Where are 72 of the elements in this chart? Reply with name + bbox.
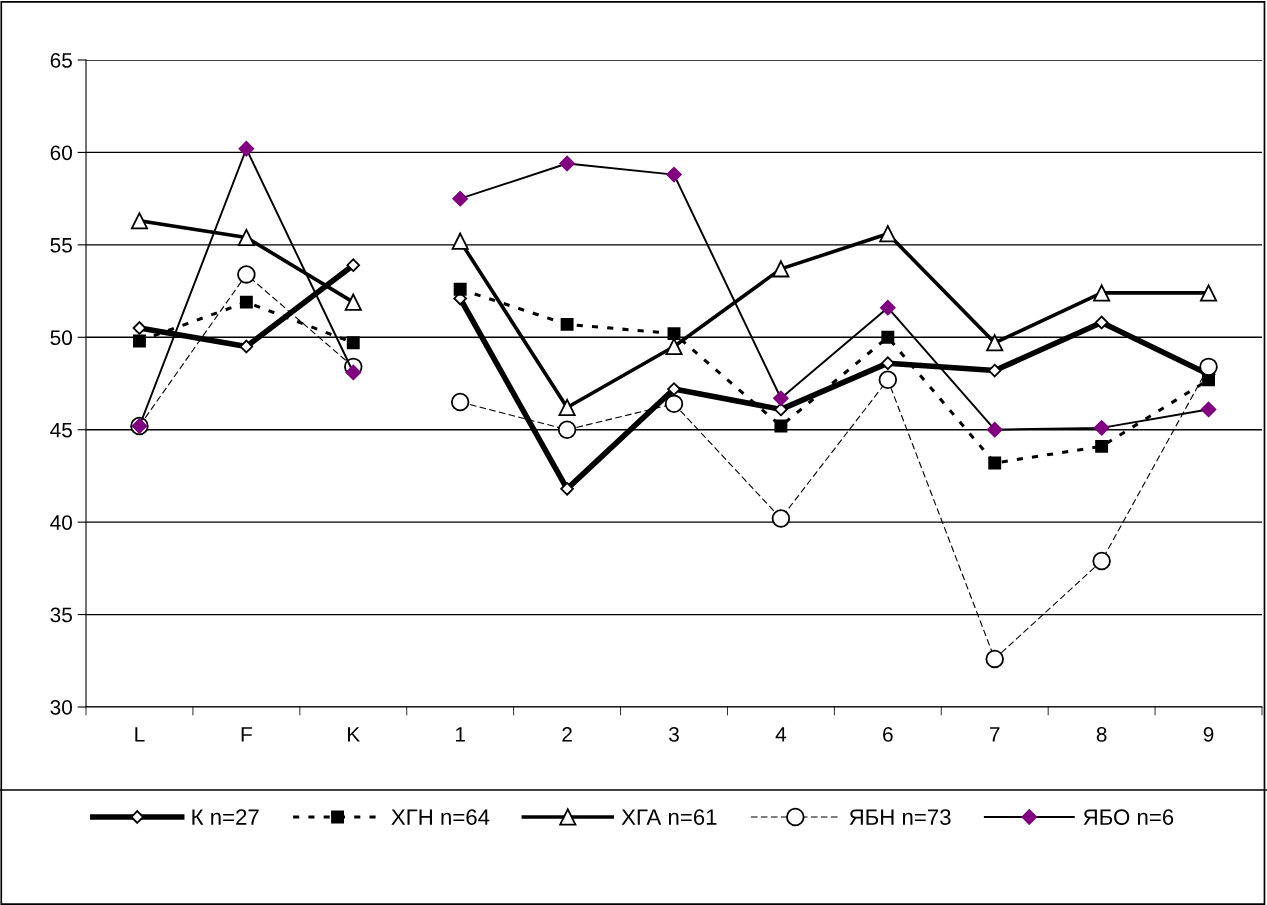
point bbox=[666, 166, 682, 183]
legend-label: ЯБН n=73 bbox=[849, 809, 951, 825]
point bbox=[1200, 401, 1217, 418]
point bbox=[881, 356, 895, 370]
point bbox=[558, 398, 576, 417]
x-tick-label: K bbox=[348, 727, 360, 742]
y-tick-label: 30 bbox=[50, 700, 72, 715]
point bbox=[773, 390, 789, 407]
legend-label: ЯБО n=6 bbox=[1083, 809, 1174, 825]
x-tick-label: 8 bbox=[1096, 726, 1107, 742]
point bbox=[1093, 420, 1110, 436]
y-tick-label: 55 bbox=[50, 238, 72, 253]
point bbox=[771, 509, 791, 528]
point bbox=[774, 402, 788, 417]
y-tick-label: 45 bbox=[50, 422, 72, 438]
point bbox=[345, 364, 362, 381]
x-tick-label: F bbox=[241, 727, 252, 742]
point bbox=[879, 225, 897, 243]
point bbox=[239, 295, 253, 309]
x-tick-label: 6 bbox=[883, 726, 893, 742]
point bbox=[881, 330, 895, 344]
point bbox=[560, 317, 574, 331]
point bbox=[878, 370, 898, 390]
point bbox=[880, 299, 896, 316]
point bbox=[450, 392, 470, 412]
point bbox=[1094, 315, 1109, 330]
x-tick-label: 7 bbox=[990, 727, 1000, 742]
point bbox=[237, 228, 255, 247]
point bbox=[1093, 284, 1111, 302]
point bbox=[559, 155, 575, 172]
point bbox=[453, 282, 467, 296]
point bbox=[664, 394, 684, 414]
point bbox=[451, 232, 469, 250]
point bbox=[1200, 284, 1218, 302]
point bbox=[987, 363, 1002, 378]
point bbox=[346, 258, 361, 272]
point bbox=[344, 293, 362, 311]
point bbox=[238, 140, 255, 157]
point bbox=[1095, 439, 1109, 453]
legend-label: К n=27 bbox=[192, 809, 259, 825]
point bbox=[239, 339, 254, 354]
point bbox=[988, 456, 1002, 470]
point bbox=[130, 212, 148, 230]
point bbox=[237, 265, 256, 284]
point bbox=[1199, 357, 1218, 377]
x-tick-label: 9 bbox=[1203, 726, 1214, 742]
point bbox=[560, 482, 574, 496]
point bbox=[985, 649, 1004, 669]
point bbox=[986, 421, 1003, 438]
x-tick-label: L bbox=[135, 727, 145, 742]
x-tick-label: 2 bbox=[562, 726, 572, 742]
y-tick-label: 50 bbox=[50, 330, 72, 346]
point bbox=[132, 321, 147, 335]
point bbox=[986, 334, 1004, 352]
point bbox=[452, 190, 468, 207]
x-tick-label: 3 bbox=[669, 726, 679, 742]
legend-label: ХГН n=64 bbox=[391, 809, 490, 825]
point bbox=[1092, 551, 1111, 571]
point bbox=[667, 327, 681, 341]
point bbox=[772, 260, 790, 278]
point bbox=[774, 419, 788, 433]
legend-label: ХГА n=61 bbox=[621, 809, 717, 825]
point bbox=[346, 336, 360, 350]
y-tick-label: 35 bbox=[50, 607, 72, 623]
point bbox=[557, 420, 577, 439]
x-tick-label: 4 bbox=[775, 727, 787, 742]
point bbox=[132, 334, 146, 348]
y-tick-label: 60 bbox=[50, 145, 72, 161]
point bbox=[667, 382, 681, 396]
y-tick-label: 65 bbox=[50, 53, 72, 68]
y-tick-label: 40 bbox=[50, 515, 72, 530]
x-tick-label: 1 bbox=[455, 727, 465, 742]
